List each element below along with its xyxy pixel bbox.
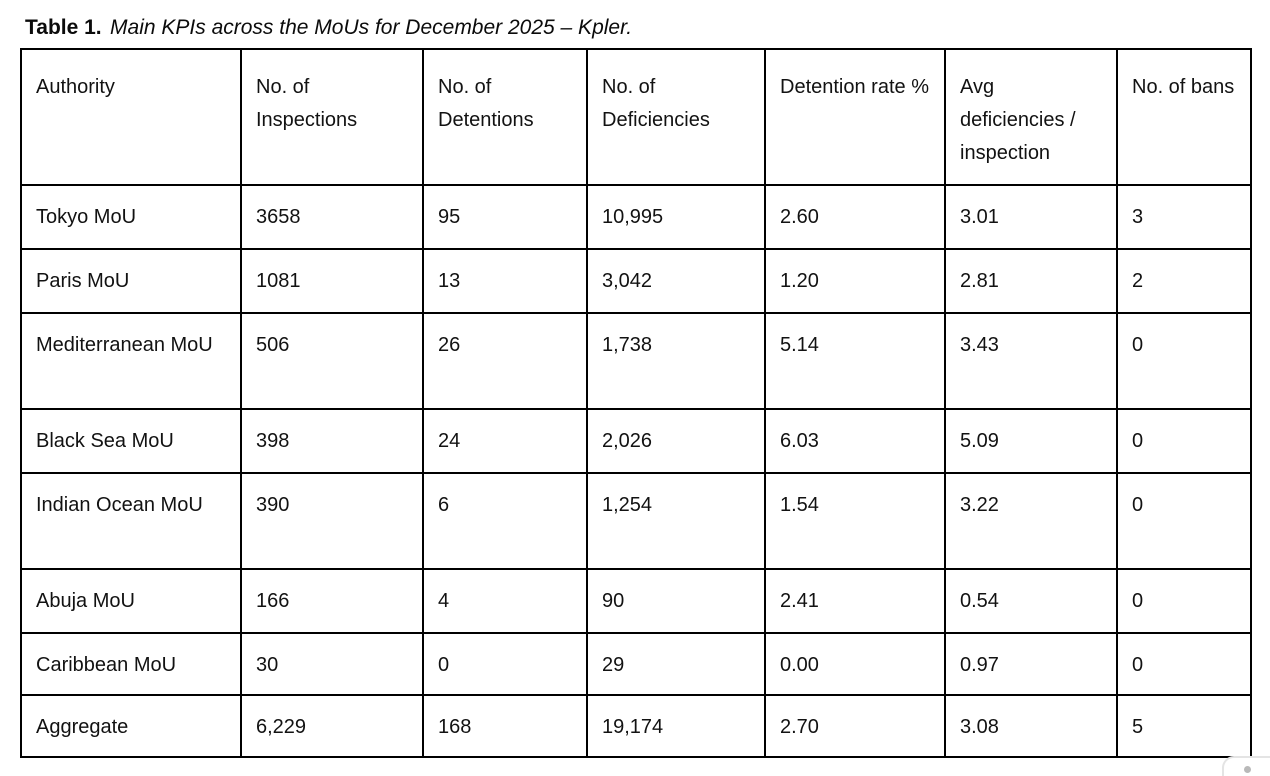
table-cell: 10,995: [586, 184, 766, 251]
table-cell: 0.54: [944, 568, 1118, 635]
table-cell: Aggregate: [20, 694, 242, 759]
ellipsis-dot: [1244, 766, 1251, 773]
table-cell: 1.54: [764, 472, 946, 571]
table-cell: 3.22: [944, 472, 1118, 571]
table-cell: 0: [1116, 408, 1252, 475]
table-cell: 2.81: [944, 248, 1118, 315]
table-cell: 2,026: [586, 408, 766, 475]
column-header: No. of Inspections: [240, 48, 424, 187]
table-cell: 3658: [240, 184, 424, 251]
table-row: Aggregate 6,229 168 19,174 2.70 3.08 5: [20, 694, 1252, 759]
table-row: Black Sea MoU 398 24 2,026 6.03 5.09 0: [20, 408, 1252, 475]
column-header: Avg deficiencies / inspection: [944, 48, 1118, 187]
table-cell: 29: [586, 632, 766, 697]
table-cell: 6: [422, 472, 588, 571]
table-cell: 390: [240, 472, 424, 571]
table-cell: 1081: [240, 248, 424, 315]
table-cell: 90: [586, 568, 766, 635]
table-cell: 168: [422, 694, 588, 759]
table-cell: 166: [240, 568, 424, 635]
table-cell: 0.00: [764, 632, 946, 697]
table-cell: 2: [1116, 248, 1252, 315]
table-cell: 19,174: [586, 694, 766, 759]
table-cell: Black Sea MoU: [20, 408, 242, 475]
table-row: Paris MoU 1081 13 3,042 1.20 2.81 2: [20, 248, 1252, 315]
table-cell: Mediterranean MoU: [20, 312, 242, 411]
table-cell: 95: [422, 184, 588, 251]
table-cell: 0: [1116, 568, 1252, 635]
table-cell: Abuja MoU: [20, 568, 242, 635]
table-cell: 3.01: [944, 184, 1118, 251]
table-cell: 24: [422, 408, 588, 475]
column-header: No. of bans: [1116, 48, 1252, 187]
table-cell: 2.60: [764, 184, 946, 251]
table-cell: 6,229: [240, 694, 424, 759]
table-cell: Tokyo MoU: [20, 184, 242, 251]
table-cell: 30: [240, 632, 424, 697]
table-cell: 4: [422, 568, 588, 635]
table-cell: 6.03: [764, 408, 946, 475]
table-header-row: Authority No. of Inspections No. of Detent…: [20, 48, 1252, 187]
table-cell: 2.41: [764, 568, 946, 635]
table-cell: 3.08: [944, 694, 1118, 759]
table-row: Mediterranean MoU 506 26 1,738 5.14 3.43 0: [20, 312, 1252, 411]
table-cell: 2.70: [764, 694, 946, 759]
table-cell: 0: [1116, 472, 1252, 571]
table-cell: 0.97: [944, 632, 1118, 697]
table-cell: Caribbean MoU: [20, 632, 242, 697]
table-cell: 26: [422, 312, 588, 411]
table-caption: Table 1. Main KPIs across the MoUs for De…: [0, 0, 1270, 42]
floating-widget[interactable]: [1222, 756, 1270, 776]
table-cell: 1.20: [764, 248, 946, 315]
table-row: Abuja MoU 166 4 90 2.41 0.54 0: [20, 568, 1252, 635]
table-row: Tokyo MoU 3658 95 10,995 2.60 3.01 3: [20, 184, 1252, 251]
table-cell: 506: [240, 312, 424, 411]
column-header: Authority: [20, 48, 242, 187]
table-cell: Indian Ocean MoU: [20, 472, 242, 571]
table-row: Caribbean MoU 30 0 29 0.00 0.97 0: [20, 632, 1252, 697]
table-cell: Paris MoU: [20, 248, 242, 315]
table-cell: 0: [1116, 312, 1252, 411]
table-cell: 3,042: [586, 248, 766, 315]
table-cell: 3: [1116, 184, 1252, 251]
table-cell: 13: [422, 248, 588, 315]
table-cell: 1,738: [586, 312, 766, 411]
caption-text: Main KPIs across the MoUs for December 2…: [110, 16, 633, 39]
table-cell: 5.14: [764, 312, 946, 411]
table-row: Indian Ocean MoU 390 6 1,254 1.54 3.22 0: [20, 472, 1252, 571]
table-cell: 5.09: [944, 408, 1118, 475]
table-cell: 5: [1116, 694, 1252, 759]
column-header: No. of Detentions: [422, 48, 588, 187]
table-cell: 0: [422, 632, 588, 697]
table-cell: 398: [240, 408, 424, 475]
table-cell: 1,254: [586, 472, 766, 571]
caption-label: Table 1.: [25, 16, 102, 39]
kpi-table: Authority No. of Inspections No. of Detent…: [20, 48, 1252, 759]
column-header: Detention rate %: [764, 48, 946, 187]
table-cell: 0: [1116, 632, 1252, 697]
table-cell: 3.43: [944, 312, 1118, 411]
column-header: No. of Deficiencies: [586, 48, 766, 187]
